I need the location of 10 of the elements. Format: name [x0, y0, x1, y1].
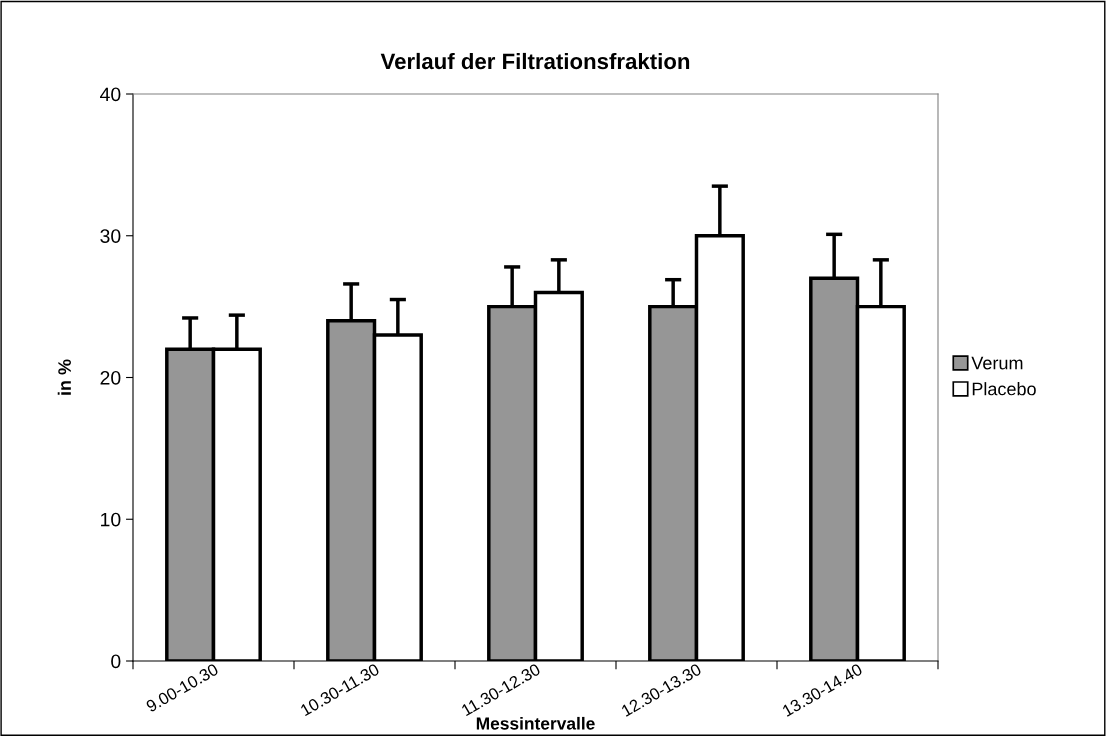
- chart-title: Verlauf der Filtrationsfraktion: [380, 52, 690, 70]
- y-tick-label: 30: [100, 229, 121, 243]
- y-tick-label: 40: [100, 87, 121, 102]
- legend-label: Verum: [971, 356, 1023, 370]
- y-tick-label: 0: [111, 654, 121, 669]
- y-tick-label: 10: [101, 512, 121, 527]
- legend-label: Placebo: [972, 382, 1036, 396]
- y-axis-title: in %: [57, 359, 71, 395]
- y-tick-label: 20: [100, 370, 121, 385]
- x-axis-title: Messintervalle: [476, 716, 595, 730]
